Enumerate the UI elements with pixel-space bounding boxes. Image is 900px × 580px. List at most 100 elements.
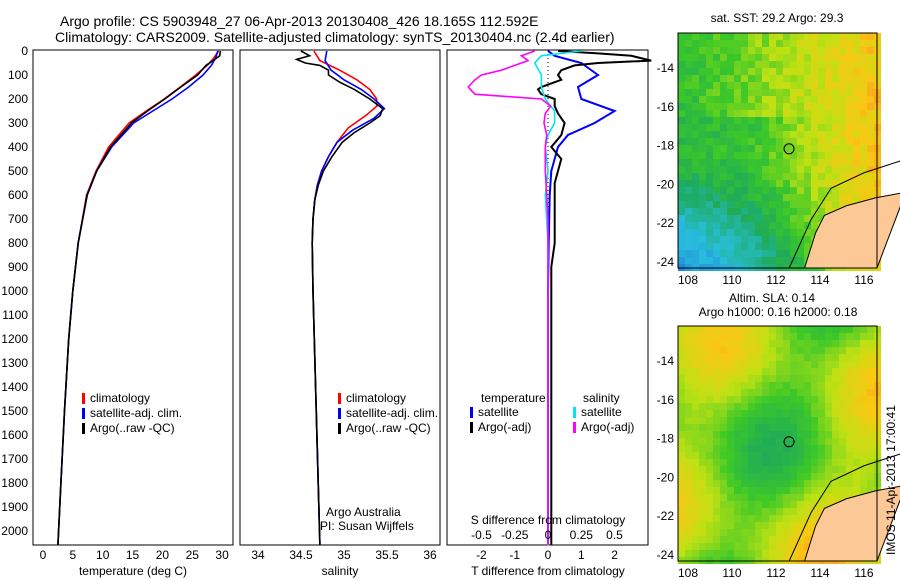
map-cell	[769, 347, 776, 354]
map-cell	[699, 208, 706, 215]
map-cell	[678, 180, 685, 187]
map-cell	[699, 515, 706, 522]
map-cell	[846, 138, 853, 145]
map-cell	[713, 110, 720, 117]
map-cell	[699, 215, 706, 222]
map-cell	[776, 103, 783, 110]
map-cell	[867, 340, 874, 347]
map-cell	[706, 473, 713, 480]
map-cell	[685, 347, 692, 354]
map-cell	[783, 389, 790, 396]
map-cell	[734, 550, 741, 557]
map-cell	[706, 173, 713, 180]
annotation-pi: PI: Susan Wijffels	[320, 519, 414, 533]
map-cell	[713, 543, 720, 550]
map-cell	[825, 473, 832, 480]
map-cell	[769, 494, 776, 501]
map-cell	[825, 403, 832, 410]
depth-tick-label: 600	[8, 188, 28, 202]
map-cell	[804, 529, 811, 536]
map-cell	[867, 194, 874, 201]
map-cell	[790, 117, 797, 124]
map-cell	[713, 445, 720, 452]
map-cell	[741, 173, 748, 180]
map-cell	[713, 194, 720, 201]
map-cell	[825, 75, 832, 82]
map-cell	[825, 382, 832, 389]
map-cell	[713, 326, 720, 333]
map-cell	[867, 96, 874, 103]
map-cell	[783, 243, 790, 250]
map-cell	[783, 452, 790, 459]
depth-tick-label: 0	[21, 44, 28, 58]
map-cell	[678, 522, 685, 529]
map-cell	[720, 201, 727, 208]
map-cell	[860, 68, 867, 75]
map-cell	[741, 487, 748, 494]
map-cell	[776, 382, 783, 389]
map-cell	[769, 257, 776, 264]
map-cell	[713, 257, 720, 264]
map-cell	[727, 96, 734, 103]
map-cell	[776, 354, 783, 361]
map-cell	[755, 326, 762, 333]
map-cell	[734, 340, 741, 347]
map-cell	[860, 145, 867, 152]
map-cell	[776, 194, 783, 201]
map-cell	[790, 424, 797, 431]
map-cell	[734, 354, 741, 361]
map-cell	[853, 347, 860, 354]
map-cell	[685, 138, 692, 145]
map-cell	[783, 33, 790, 40]
map-cell	[699, 445, 706, 452]
map-cell	[776, 47, 783, 54]
map-cell	[727, 487, 734, 494]
map-cell	[678, 145, 685, 152]
map-cell	[713, 145, 720, 152]
map-cell	[867, 152, 874, 159]
map-cell	[713, 124, 720, 131]
map-cell	[734, 529, 741, 536]
map-cell	[839, 368, 846, 375]
map-cell	[853, 340, 860, 347]
map-cell	[713, 515, 720, 522]
map-cell	[860, 368, 867, 375]
lat-tick-label: -20	[657, 470, 675, 484]
lon-tick-label: 112	[766, 273, 785, 287]
map-cell	[846, 180, 853, 187]
map-cell	[706, 131, 713, 138]
map-cell	[734, 117, 741, 124]
map-cell	[699, 389, 706, 396]
map-cell	[713, 536, 720, 543]
map-cell	[860, 152, 867, 159]
map-cell	[804, 508, 811, 515]
map-cell	[692, 536, 699, 543]
map-cell	[692, 222, 699, 229]
map-cell	[832, 166, 839, 173]
map-cell	[783, 326, 790, 333]
map-cell	[678, 473, 685, 480]
map-cell	[720, 187, 727, 194]
map-cell	[699, 459, 706, 466]
map-cell	[748, 508, 755, 515]
map-cell	[713, 173, 720, 180]
map-cell	[790, 68, 797, 75]
map-cell	[804, 368, 811, 375]
map-cell	[860, 159, 867, 166]
map-cell	[727, 347, 734, 354]
map-cell	[776, 326, 783, 333]
map-cell	[762, 508, 769, 515]
map-cell	[720, 222, 727, 229]
map-cell	[832, 152, 839, 159]
map-cell	[804, 375, 811, 382]
map-cell	[818, 410, 825, 417]
map-cell	[818, 382, 825, 389]
map-cell	[699, 222, 706, 229]
map-cell	[755, 173, 762, 180]
map-cell	[720, 61, 727, 68]
map-cell	[860, 96, 867, 103]
map-cell	[678, 124, 685, 131]
map-cell	[867, 82, 874, 89]
map-cell	[727, 250, 734, 257]
map-cell	[720, 361, 727, 368]
